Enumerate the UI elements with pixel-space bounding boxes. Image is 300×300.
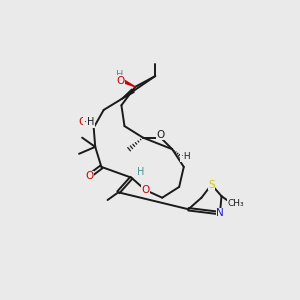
Polygon shape (80, 121, 94, 128)
Polygon shape (120, 78, 135, 87)
Text: O: O (78, 117, 86, 127)
Text: O: O (141, 185, 149, 195)
Text: O: O (116, 76, 125, 86)
Text: O: O (157, 130, 165, 140)
Polygon shape (122, 89, 134, 99)
Text: H: H (116, 70, 124, 80)
Text: CH₃: CH₃ (227, 200, 244, 208)
Text: ·H: ·H (181, 152, 190, 161)
Text: O: O (85, 171, 93, 181)
Text: S: S (208, 180, 215, 190)
Text: N: N (216, 208, 224, 218)
Text: H: H (137, 167, 144, 176)
Text: ·H: ·H (84, 117, 94, 127)
